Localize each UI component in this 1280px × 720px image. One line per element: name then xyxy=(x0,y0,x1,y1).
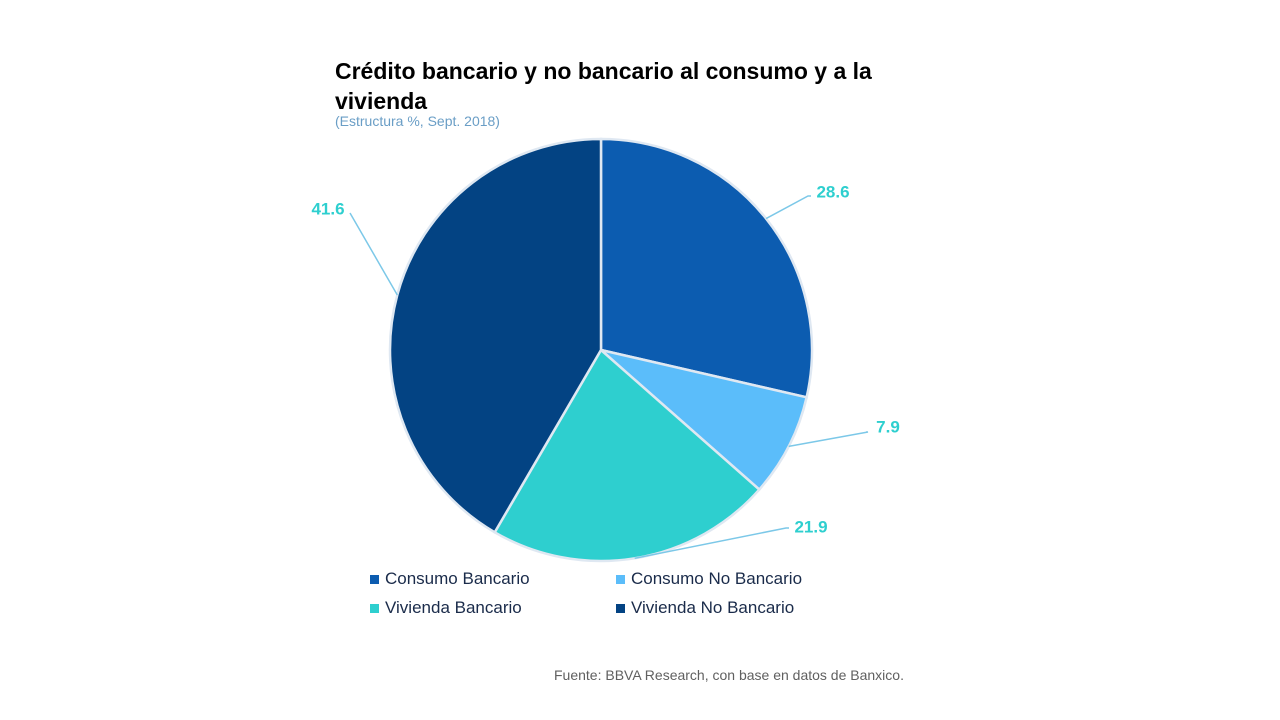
leader-line xyxy=(634,527,789,560)
pie-slice-consumo-bancario xyxy=(599,137,814,399)
pie-slices xyxy=(388,137,814,563)
data-label: 28.6 xyxy=(816,182,849,201)
legend: Consumo Bancario Consumo No Bancario Viv… xyxy=(370,569,856,618)
legend-item-vivienda-no-bancario: Vivienda No Bancario xyxy=(616,598,856,618)
leader-line xyxy=(349,212,398,296)
chart-title: Crédito bancario y no bancario al consum… xyxy=(335,58,872,114)
legend-item-vivienda-bancario: Vivienda Bancario xyxy=(370,598,616,618)
data-label: 7.9 xyxy=(876,417,900,436)
pie-slice-consumo-no-bancario xyxy=(600,348,809,492)
chart-subtitle: (Estructura %, Sept. 2018) xyxy=(335,113,500,129)
legend-label: Vivienda No Bancario xyxy=(631,598,795,617)
legend-swatch-consumo-bancario xyxy=(370,574,379,584)
legend-label: Consumo Bancario xyxy=(385,569,530,588)
legend-label: Consumo No Bancario xyxy=(631,569,803,588)
data-label: 21.9 xyxy=(794,517,827,536)
legend-swatch-vivienda-bancario xyxy=(370,603,379,613)
legend-item-consumo-no-bancario: Consumo No Bancario xyxy=(616,569,856,589)
data-labels: 28.6 7.9 21.9 41.6 xyxy=(311,182,899,536)
leader-line xyxy=(765,195,811,220)
source-note: Fuente: BBVA Research, con base en datos… xyxy=(554,667,904,683)
data-label: 41.6 xyxy=(311,199,344,218)
legend-label: Vivienda Bancario xyxy=(385,598,522,617)
legend-item-consumo-bancario: Consumo Bancario xyxy=(370,569,616,589)
leader-line xyxy=(788,431,869,448)
legend-swatch-consumo-no-bancario xyxy=(616,574,625,584)
pie-slice-vivienda-no-bancario xyxy=(388,137,603,534)
leader-lines xyxy=(349,195,869,560)
legend-swatch-vivienda-no-bancario xyxy=(616,603,625,613)
